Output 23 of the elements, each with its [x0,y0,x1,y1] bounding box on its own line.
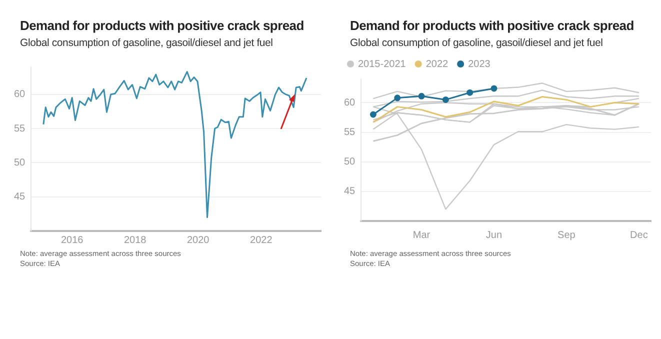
x-tick-label: 2016 [60,234,84,246]
chart-title: Demand for products with positive crack spread [20,18,305,33]
y-tick-label: 45 [14,192,26,203]
y-tick-label: 60 [344,97,356,108]
x-tick-label: Mar [412,230,431,241]
y-tick-label: 55 [344,127,356,138]
y-tick-label: 60 [14,89,26,100]
x-tick-label: 2018 [124,234,147,246]
x-tick-label: Jun [486,230,502,241]
legend-label: 2023 [468,58,491,70]
x-tick-label: 2022 [250,234,273,246]
y-tick-label: 55 [14,123,26,134]
x-tick-label: 2020 [186,234,210,246]
x-tick-label: Dec [630,230,648,241]
y-tick-label: 50 [344,156,356,168]
y-tick-label: 45 [344,186,356,198]
chart-subtitle: Global consumption of gasoline, gasoil/diesel and jet fuel [20,37,274,49]
chart-title: Demand for products with positive crack spread [350,18,635,33]
chart-subtitle: Global consumption of gasoline, gasoil/diesel and jet fuel [350,37,604,49]
x-tick-label: Sep [558,230,576,241]
legend-label: 2022 [426,58,449,70]
legend-label: 2015-2021 [358,58,406,70]
y-tick-label: 50 [14,157,26,168]
